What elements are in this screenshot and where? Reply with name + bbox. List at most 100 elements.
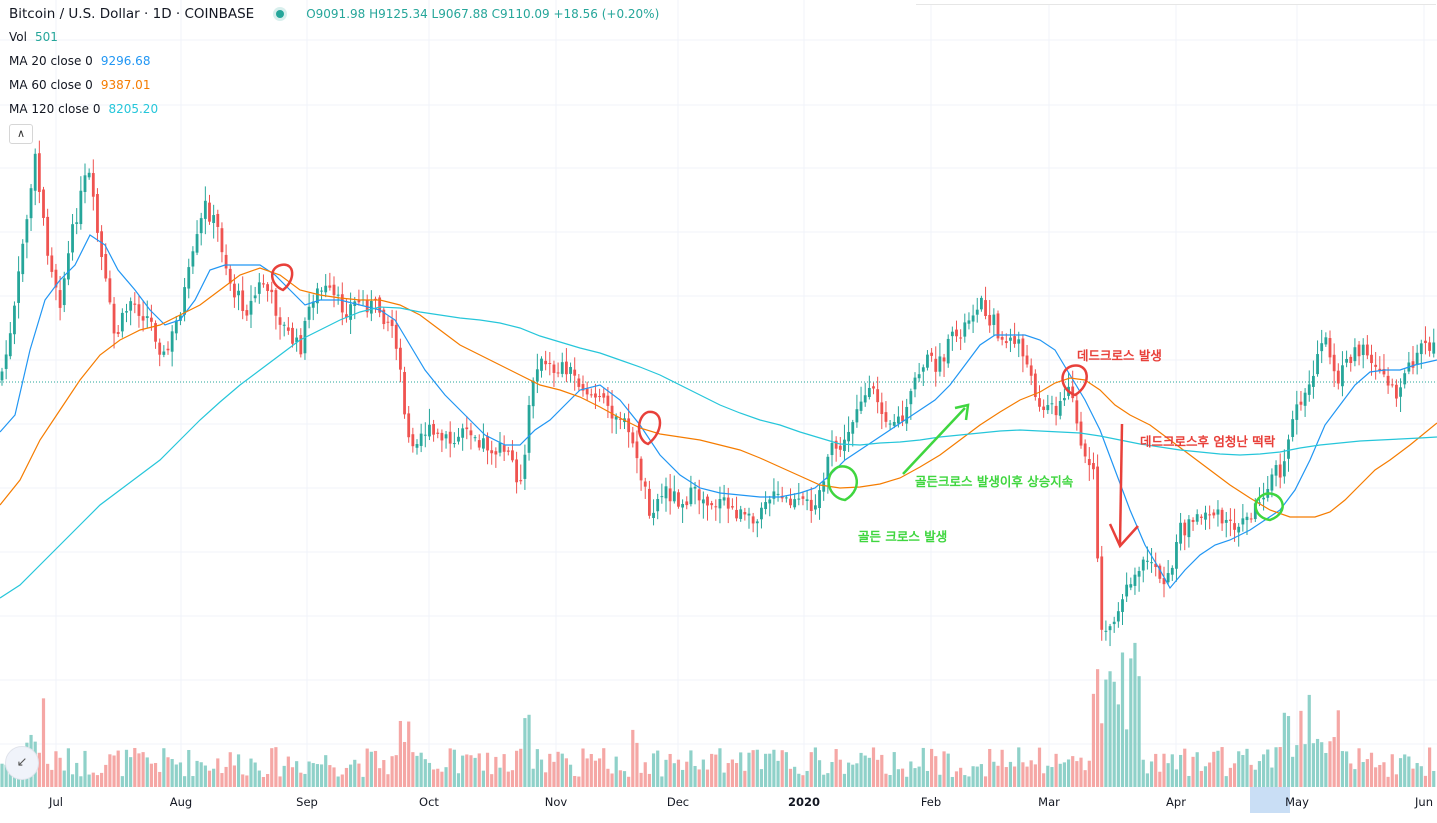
volume-bar <box>432 769 436 787</box>
volume-bar <box>274 747 278 787</box>
volume-bar <box>1104 679 1108 787</box>
volume-bar <box>228 752 232 787</box>
candle-body <box>1424 340 1427 344</box>
volume-bar <box>1112 681 1116 787</box>
candle-body <box>415 444 419 448</box>
volume-bar <box>925 770 930 787</box>
volume-bar <box>1096 669 1100 787</box>
volume-bar <box>1307 694 1311 787</box>
legend-vol[interactable]: Vol 501 <box>9 30 58 44</box>
volume-bar <box>398 720 402 787</box>
candle-body <box>1229 519 1232 521</box>
volume-bar <box>1332 737 1336 787</box>
symbol-title[interactable]: Bitcoin / U.S. Dollar · 1D · COINBASE <box>9 6 255 22</box>
candle-body <box>892 421 896 426</box>
collapse-legend-button[interactable]: ∧ <box>9 124 33 144</box>
volume-bar <box>158 771 162 787</box>
legend-ma60[interactable]: MA 60 close 0 9387.01 <box>9 78 150 92</box>
x-tick-jul: Jul <box>49 795 63 809</box>
volume-bar <box>270 748 274 787</box>
candle-body <box>822 481 826 492</box>
candle-body <box>1332 354 1336 372</box>
volume-bar <box>427 762 432 787</box>
candle-body <box>1013 336 1016 344</box>
volume-bar <box>1000 749 1004 787</box>
candle-body <box>50 255 54 272</box>
volume-bar <box>589 753 593 787</box>
volume-bar <box>1262 754 1266 787</box>
volume-bar <box>216 758 220 787</box>
candle-body <box>208 202 211 222</box>
volume-bar <box>1141 759 1145 787</box>
volume-bar <box>510 770 515 787</box>
annotation-dead-cross-drop: 데드크로스후 엄청난 떡락 <box>1140 434 1276 449</box>
volume-bar <box>1042 773 1046 787</box>
candle-body <box>274 290 278 316</box>
time-axis[interactable]: Jul Aug Sep Oct Nov Dec 2020 Feb Mar Apr… <box>0 787 1437 823</box>
legend-ma120[interactable]: MA 120 close 0 8205.20 <box>9 102 158 116</box>
legend-ma20[interactable]: MA 20 close 0 9296.68 <box>9 54 150 68</box>
volume-bar <box>145 757 149 787</box>
volume-bar <box>930 748 934 787</box>
volume-bar <box>1079 757 1083 787</box>
legend-ma60-value: 9387.01 <box>100 78 151 92</box>
candle-body <box>1345 358 1348 363</box>
candle-body <box>519 480 523 482</box>
candle-body <box>262 283 265 285</box>
volume-bar <box>195 760 199 787</box>
volume-bar <box>1369 752 1374 787</box>
volume-bar <box>963 775 967 787</box>
volume-bar <box>747 752 751 787</box>
volume-bar <box>847 762 851 787</box>
candle-body <box>1270 474 1274 491</box>
candle-body <box>233 283 236 298</box>
candle-body <box>112 303 116 334</box>
candle-body <box>1233 523 1236 530</box>
volume-bar <box>1058 763 1062 787</box>
candle-body <box>419 433 423 446</box>
candle-body <box>938 356 942 372</box>
volume-bar <box>183 776 187 787</box>
volume-bar <box>66 748 70 787</box>
volume-bar <box>780 750 784 787</box>
candle-body <box>656 498 660 512</box>
volume-bar <box>461 755 465 787</box>
volume-bar <box>1428 747 1432 787</box>
volume-bar <box>1266 749 1270 787</box>
candle-body <box>901 415 904 422</box>
candle-body <box>386 321 390 323</box>
volume-bar <box>494 756 498 787</box>
volume-bar <box>917 766 921 787</box>
ohlc-values: O9091.98 H9125.34 L9067.88 C9110.09 +18.… <box>306 7 660 21</box>
volume-bar <box>1066 759 1071 787</box>
volume-bar <box>701 759 705 787</box>
reset-scale-button[interactable]: ↙ <box>5 746 39 780</box>
candle-body <box>266 284 269 291</box>
volume-bar <box>705 769 710 787</box>
volume-bar <box>826 773 830 787</box>
candle-body <box>96 194 99 233</box>
candle-body <box>320 290 323 292</box>
volume-bar <box>1154 753 1158 787</box>
volume-bar <box>1357 748 1361 787</box>
volume-bar <box>714 754 718 787</box>
candle-body <box>1382 368 1386 375</box>
volume-bar <box>91 772 95 787</box>
candle-body <box>847 431 850 442</box>
candle-body <box>1253 503 1257 520</box>
candle-body <box>345 314 348 318</box>
candle-body <box>1370 354 1373 364</box>
candle-body <box>249 300 253 315</box>
candle-body <box>934 358 938 372</box>
volume-bar <box>900 768 905 787</box>
candle-body <box>872 386 875 389</box>
price-chart[interactable] <box>0 0 1437 787</box>
candle-body <box>129 301 133 311</box>
volume-bar <box>361 776 365 787</box>
volume-bar <box>1353 769 1357 787</box>
legend-ma20-label: MA 20 close 0 <box>9 54 93 68</box>
candle-body <box>411 434 415 447</box>
volume-bar <box>365 748 369 787</box>
candle-body <box>1428 342 1431 351</box>
candle-body <box>511 450 514 461</box>
